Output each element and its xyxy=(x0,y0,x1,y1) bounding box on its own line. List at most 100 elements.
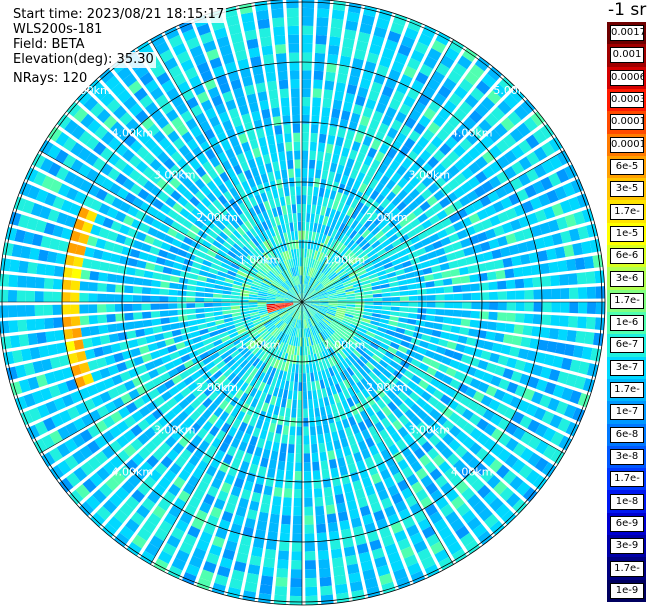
ray-gate-cell xyxy=(297,310,301,320)
ray-gate-cell xyxy=(462,422,476,435)
ray-gate-cell xyxy=(315,251,321,261)
ray-gate-cell xyxy=(197,275,208,282)
ray-gate-cell xyxy=(364,186,374,197)
ray-gate-cell xyxy=(331,557,344,568)
ray-gate-cell xyxy=(52,278,63,290)
ray-gate-cell xyxy=(371,257,381,265)
ray-gate-cell xyxy=(355,235,365,245)
ray-gate-cell xyxy=(410,427,422,440)
range-ring-label: 1.00km xyxy=(324,338,366,351)
ray-gate-cell xyxy=(286,461,294,472)
ray-gate-cell xyxy=(413,101,426,114)
ray-gate-cell xyxy=(324,432,332,443)
ray-gate-cell xyxy=(375,193,385,205)
ray-gate-cell xyxy=(252,427,261,438)
ray-gate-cell xyxy=(288,213,293,223)
ray-gate-cell xyxy=(428,434,441,447)
ray-gate-cell xyxy=(367,493,379,505)
ray-gate-cell xyxy=(286,344,291,354)
ray-gate-cell xyxy=(472,348,483,358)
ray-gate-cell xyxy=(522,388,535,401)
ray-gate-cell xyxy=(353,49,367,61)
ray-gate-cell xyxy=(365,127,377,139)
ray-gate-cell xyxy=(506,312,516,322)
ray-gate-cell xyxy=(270,395,277,406)
ray-gate-cell xyxy=(410,49,425,63)
ray-gate-cell xyxy=(169,316,179,323)
ray-gate-cell xyxy=(485,261,496,271)
ray-gate-cell xyxy=(425,142,438,155)
ray-gate-cell xyxy=(448,212,460,224)
ray-gate-cell xyxy=(391,60,405,73)
ray-gate-cell xyxy=(453,186,466,199)
ray-gate-cell xyxy=(533,146,548,162)
ray-gate-cell xyxy=(266,468,276,479)
ray-gate-cell xyxy=(305,221,310,232)
ray-gate-cell xyxy=(460,318,471,327)
ray-gate-cell xyxy=(334,314,344,320)
ray-gate-cell xyxy=(286,7,299,18)
ray-gate-cell xyxy=(260,173,269,184)
ray-gate-cell xyxy=(195,292,205,297)
ray-gate-cell xyxy=(325,71,336,82)
ray-gate-cell xyxy=(380,283,390,289)
ray-gate-cell xyxy=(305,285,310,294)
ray-gate-cell xyxy=(325,285,335,291)
ray-gate-cell xyxy=(486,474,501,489)
ray-gate-cell xyxy=(249,435,258,447)
ray-gate-cell xyxy=(141,303,151,311)
ray-gate-cell xyxy=(350,257,360,265)
ray-gate-cell xyxy=(302,298,311,302)
ray-gate-cell xyxy=(304,506,314,516)
ray-gate-cell xyxy=(472,391,485,403)
ray-gate-cell xyxy=(239,305,249,309)
ray-gate-cell xyxy=(405,453,418,466)
ray-gate-cell xyxy=(324,315,333,322)
ray-gate-cell xyxy=(280,443,288,453)
ray-gate-cell xyxy=(52,291,62,302)
ray-gate-cell xyxy=(476,432,490,446)
ray-gate-cell xyxy=(311,316,317,325)
ray-gate-cell xyxy=(293,488,302,499)
ray-gate-cell xyxy=(364,298,374,302)
ray-gate-cell xyxy=(407,313,418,319)
ray-gate-cell xyxy=(335,242,344,252)
ray-gate-cell xyxy=(348,415,357,427)
ray-gate-cell xyxy=(302,302,311,305)
ray-gate-cell xyxy=(291,327,296,337)
ray-gate-cell xyxy=(532,276,543,288)
ray-gate-cell xyxy=(289,586,302,597)
ray-gate-cell xyxy=(303,328,306,338)
ray-gate-cell xyxy=(407,87,420,101)
ray-gate-cell xyxy=(461,408,474,421)
ray-gate-cell xyxy=(505,207,518,220)
ray-gate-cell xyxy=(325,312,335,318)
ray-gate-cell xyxy=(431,39,447,54)
ray-gate-cell xyxy=(378,9,393,22)
ray-gate-cell xyxy=(298,302,302,311)
ray-gate-cell xyxy=(453,144,466,158)
ray-gate-cell xyxy=(504,323,515,334)
ray-gate-cell xyxy=(302,302,309,309)
ray-gate-cell xyxy=(356,460,366,471)
ray-gate-cell xyxy=(315,271,322,280)
ray-gate-cell xyxy=(316,287,325,293)
ray-gate-cell xyxy=(304,497,313,507)
ray-gate-cell xyxy=(472,222,485,233)
ray-gate-cell xyxy=(441,356,452,366)
ray-gate-cell xyxy=(288,34,300,44)
colorbar-tick-label: 1.7e-9 xyxy=(610,560,644,577)
ray-gate-cell xyxy=(360,204,370,215)
ray-gate-cell xyxy=(8,320,19,333)
ray-gate-cell xyxy=(308,307,316,315)
ray-gate-cell xyxy=(307,267,311,277)
ray-gate-cell xyxy=(455,480,469,495)
ray-gate-cell xyxy=(314,52,326,63)
elevation-label: Elevation(deg): 35.30 xyxy=(11,52,156,68)
ray-gate-cell xyxy=(480,350,492,361)
ray-gate-cell xyxy=(365,232,375,242)
ray-gate-cell xyxy=(338,391,346,402)
ray-gate-cell xyxy=(468,109,483,124)
ray-gate-cell xyxy=(420,475,433,488)
start-time-label: Start time: 2023/08/21 18:15:17 xyxy=(11,7,227,23)
